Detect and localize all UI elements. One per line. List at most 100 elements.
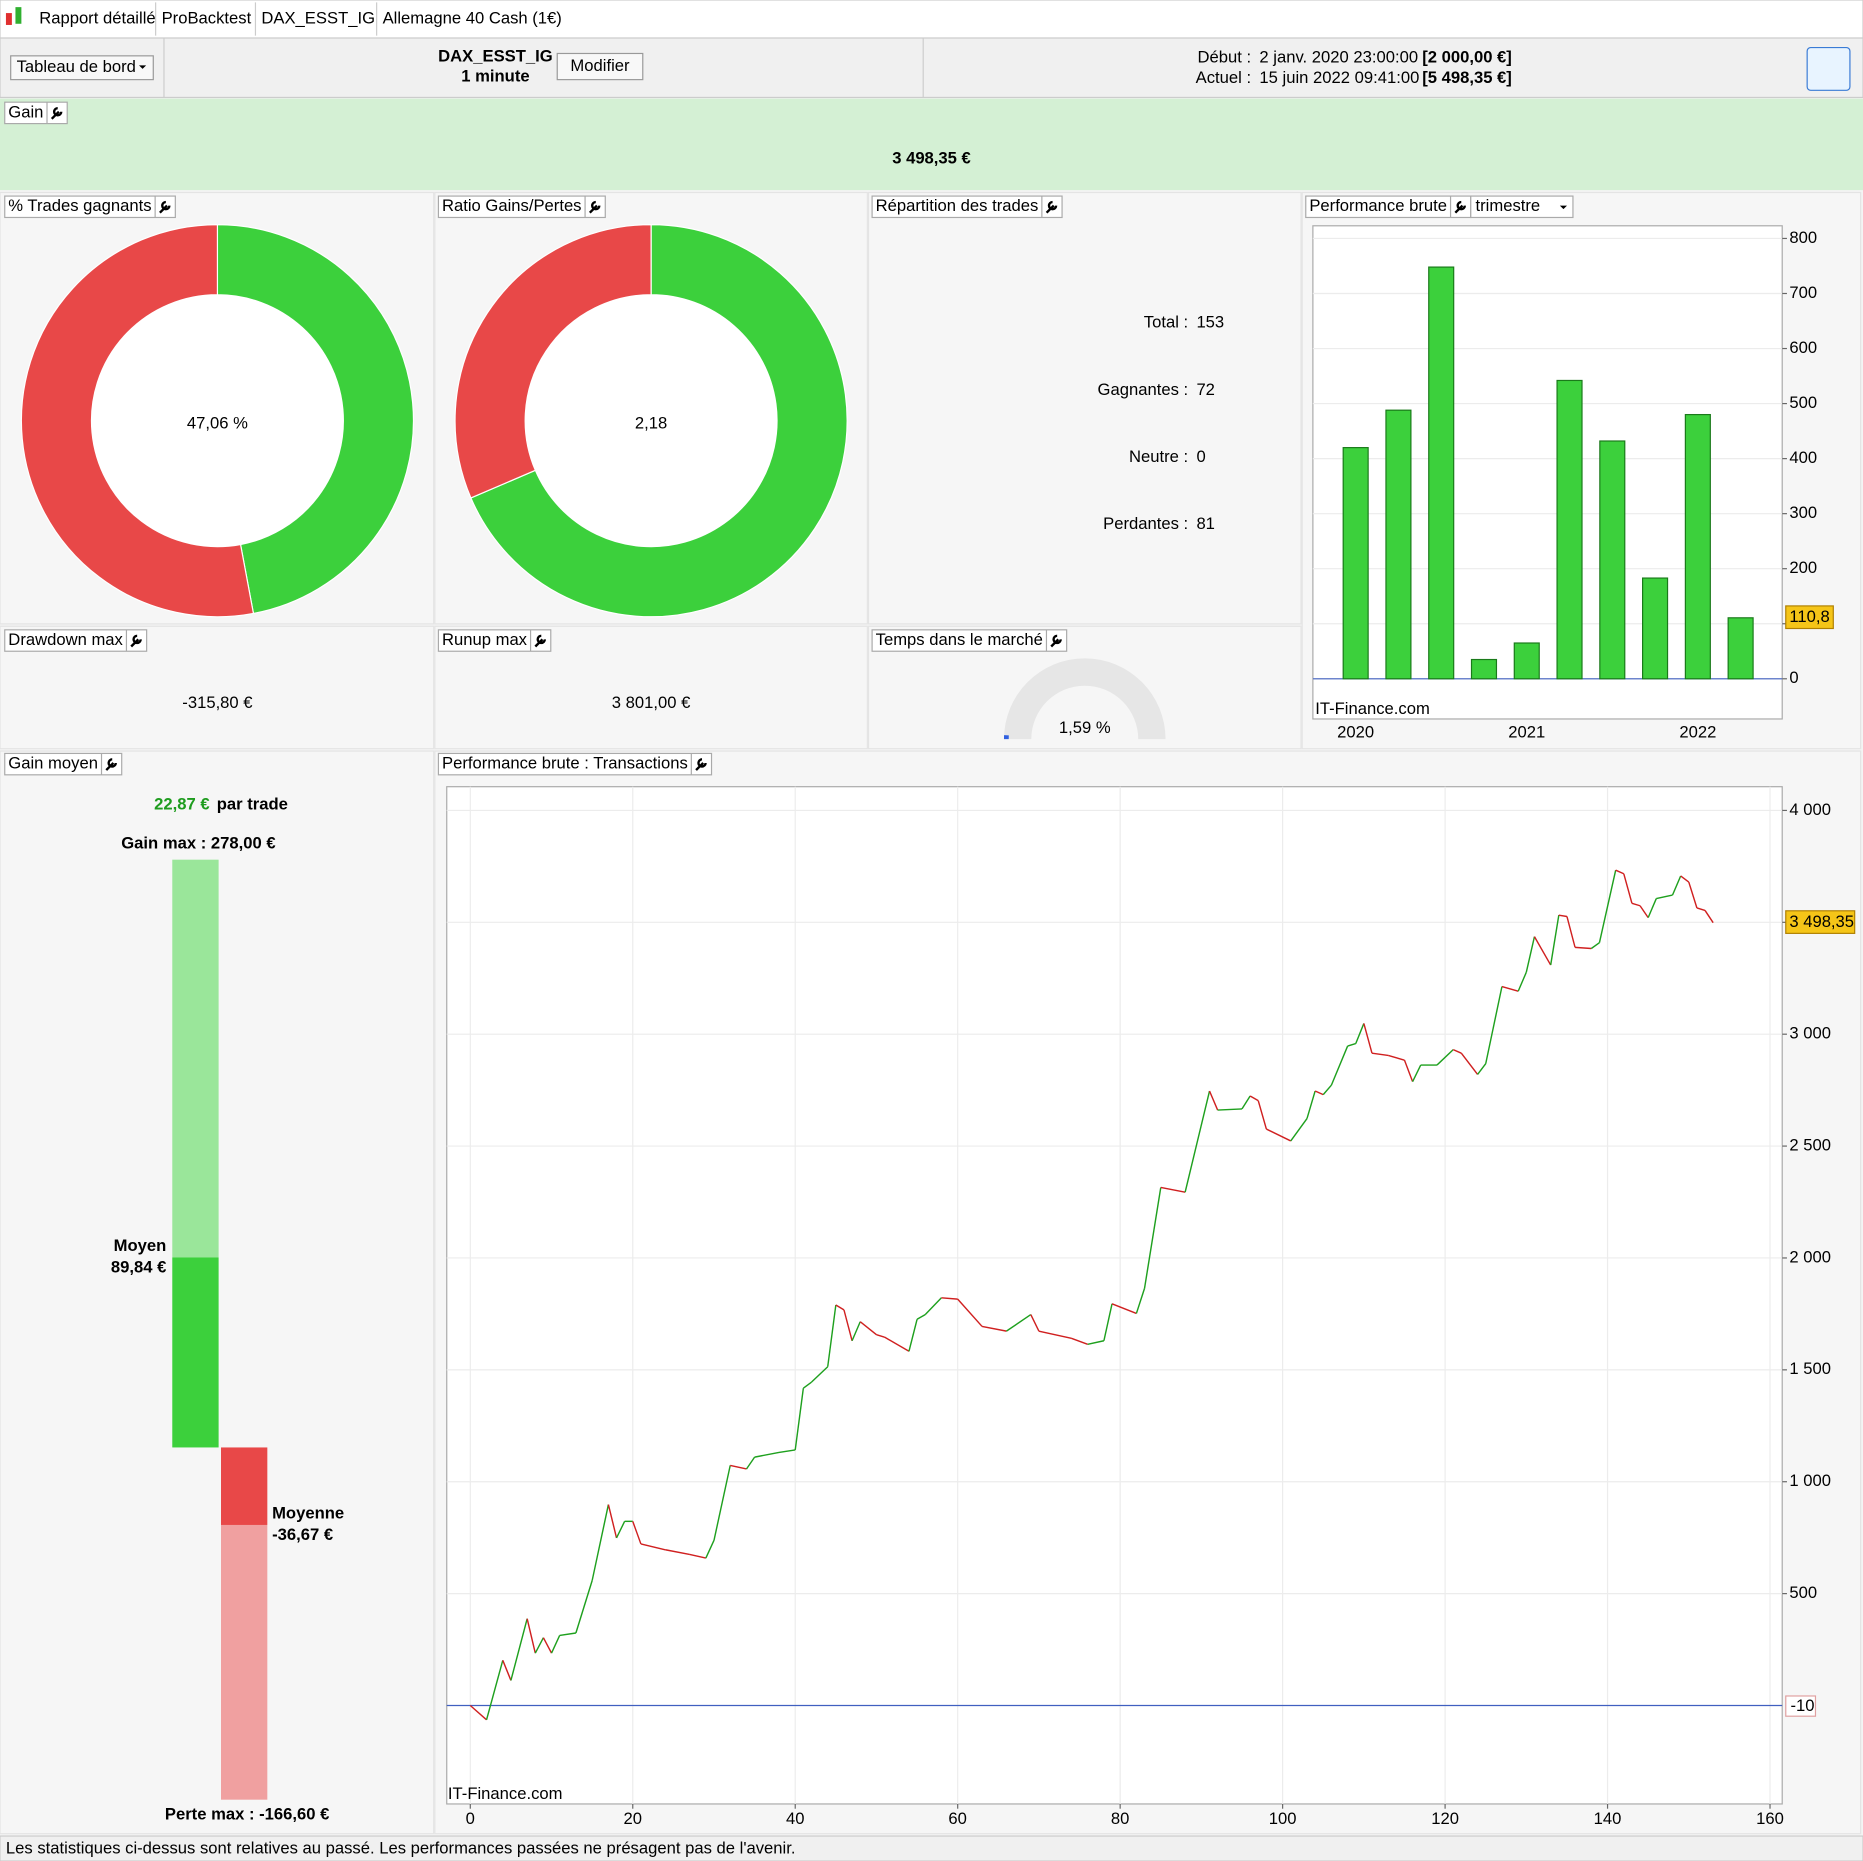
equity-segment <box>1208 1090 1219 1111</box>
equity-segment <box>1623 873 1633 904</box>
settings-icon[interactable] <box>1045 200 1058 214</box>
equity-segment <box>1477 1063 1487 1075</box>
equity-segment <box>981 1325 1007 1332</box>
max-gain-bar <box>172 859 219 1258</box>
dashboard-button-label: Tableau de bord <box>17 57 136 76</box>
y-tick-label: 200 <box>1789 558 1817 577</box>
equity-segment <box>510 1618 528 1681</box>
bar <box>1556 379 1583 680</box>
last-value-label: 3 498,35 <box>1789 912 1854 931</box>
equity-segment <box>1696 907 1706 912</box>
y-tick-label: 600 <box>1789 338 1817 357</box>
distribution-value: 0 <box>1196 447 1205 466</box>
equity-segment <box>794 1388 805 1451</box>
panel-label-box <box>871 195 1063 219</box>
panel-label-box <box>437 752 713 776</box>
equity-segment <box>1688 881 1698 909</box>
tab: ProBacktest <box>162 8 252 27</box>
equity-segment <box>1704 910 1714 924</box>
avg-win-label: Moyen <box>114 1236 167 1255</box>
start-label: Début : <box>1198 48 1252 67</box>
equity-segment <box>1217 1108 1243 1111</box>
equity-segment <box>1615 869 1625 875</box>
equity-segment <box>1314 1090 1324 1096</box>
equity-segment <box>1306 1090 1316 1119</box>
report-icon[interactable] <box>1806 46 1851 91</box>
plot-area <box>1312 225 1783 720</box>
toolbar <box>0 37 1863 99</box>
y-tick-label: 500 <box>1789 1583 1817 1602</box>
equity-segment <box>1656 894 1673 900</box>
equity-segment <box>810 1366 829 1383</box>
equity-segment <box>827 1304 837 1367</box>
equity-segment <box>1322 1084 1332 1096</box>
marker-label: -10 <box>1791 1696 1815 1715</box>
timeframe: 1 minute <box>461 67 529 86</box>
distribution-label: Gagnantes : <box>1098 380 1189 399</box>
tab: Rapport détaillé <box>39 8 155 27</box>
y-tick-label: 2 500 <box>1789 1135 1831 1154</box>
drawdown-value: -315,80 € <box>182 693 253 712</box>
equity-segment <box>591 1504 610 1581</box>
bar <box>1342 447 1369 680</box>
settings-icon[interactable] <box>695 758 707 771</box>
x-tick-label: 20 <box>624 1809 642 1828</box>
equity-segment <box>1590 942 1600 950</box>
dashboard-button[interactable] <box>10 55 154 81</box>
bar <box>1513 642 1540 680</box>
equity-segment <box>502 1660 512 1681</box>
max-loss-bar <box>220 1524 268 1800</box>
panel-label: Runup max <box>442 630 528 649</box>
settings-icon[interactable] <box>50 106 63 120</box>
watermark: IT-Finance.com <box>1315 699 1430 718</box>
equity-segment <box>705 1540 715 1559</box>
equity-segment <box>534 1637 545 1654</box>
equity-segment <box>1525 936 1536 973</box>
avg-win-bar <box>172 1257 219 1448</box>
settings-icon[interactable] <box>1454 200 1467 214</box>
win-pct-text: 47,06 % <box>187 414 248 433</box>
settings-icon[interactable] <box>105 758 117 771</box>
equity-segment <box>1403 1059 1414 1082</box>
equity-segment <box>1517 971 1527 992</box>
settings-icon[interactable] <box>159 200 171 214</box>
equity-segment <box>916 1313 926 1320</box>
equity-segment <box>1184 1090 1211 1193</box>
modify-button[interactable] <box>556 52 644 81</box>
settings-icon[interactable] <box>588 200 601 214</box>
settings-icon[interactable] <box>534 634 547 648</box>
settings-icon[interactable] <box>1050 634 1062 648</box>
equity-segment <box>1533 936 1552 966</box>
gauge-track <box>1003 658 1166 740</box>
runup-value: 3 801,00 € <box>612 693 691 712</box>
equity-segment <box>575 1580 593 1634</box>
avg-loss-text: -36,67 € <box>272 1525 333 1544</box>
x-tick-label: 140 <box>1594 1809 1622 1828</box>
last-value-box <box>1785 910 1856 934</box>
x-tick-label: 2022 <box>1679 723 1716 742</box>
x-tick-label: 160 <box>1756 1809 1784 1828</box>
panel-label-box <box>437 629 552 652</box>
y-tick-label: 0 <box>1789 668 1798 687</box>
period-dropdown[interactable] <box>1470 195 1574 219</box>
y-tick-label: 800 <box>1789 228 1817 247</box>
panel-label-box <box>4 752 123 776</box>
equity-segment <box>778 1449 796 1454</box>
equity-segment <box>1087 1340 1105 1346</box>
avg-loss-bar <box>220 1447 268 1525</box>
avg-loss-label: Moyenne <box>272 1504 344 1523</box>
gain-panel <box>0 98 1863 191</box>
current-date: 15 juin 2022 09:41:00 <box>1259 68 1419 87</box>
panel-label-box <box>437 195 606 219</box>
equity-segment <box>632 1521 642 1545</box>
equity-segment <box>550 1635 561 1654</box>
equity-segment <box>859 1321 877 1336</box>
avg-gain-value: 22,87 € <box>154 795 209 814</box>
max-loss-label: Perte max : -166,60 € <box>165 1805 329 1824</box>
equity-segment <box>730 1464 747 1470</box>
settings-icon[interactable] <box>130 634 142 648</box>
equity-segment <box>1598 870 1617 943</box>
equity-segment <box>526 1618 536 1654</box>
equity-segment <box>941 1297 958 1300</box>
